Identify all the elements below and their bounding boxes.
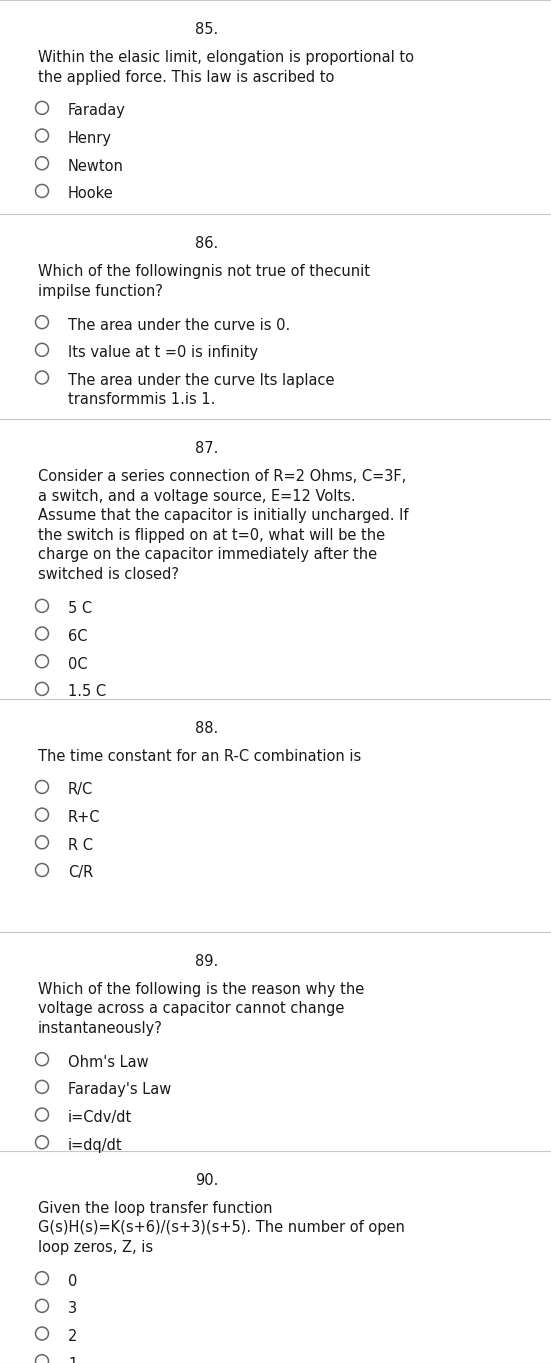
Text: Faraday's Law: Faraday's Law — [68, 1082, 171, 1097]
Text: 86.: 86. — [195, 236, 218, 251]
Text: Newton: Newton — [68, 158, 124, 173]
Text: Its value at t =0 is infinity: Its value at t =0 is infinity — [68, 345, 258, 360]
Text: Hooke: Hooke — [68, 187, 114, 202]
Text: The area under the curve is 0.: The area under the curve is 0. — [68, 318, 290, 333]
Text: 85.: 85. — [195, 22, 218, 37]
Text: Faraday: Faraday — [68, 104, 126, 119]
Text: R/C: R/C — [68, 782, 93, 797]
Text: Consider a series connection of R=2 Ohms, C=3F,
a switch, and a voltage source, : Consider a series connection of R=2 Ohms… — [38, 469, 408, 582]
Text: R C: R C — [68, 838, 93, 853]
Text: The time constant for an R-C combination is: The time constant for an R-C combination… — [38, 748, 361, 763]
Text: 3: 3 — [68, 1302, 77, 1317]
Text: 90.: 90. — [195, 1172, 218, 1187]
Text: 0C: 0C — [68, 657, 88, 672]
Text: Which of the followingnis not true of thecunit
impilse function?: Which of the followingnis not true of th… — [38, 264, 370, 298]
Text: The area under the curve Its laplace
transformmis 1.is 1.: The area under the curve Its laplace tra… — [68, 373, 334, 408]
Text: 0: 0 — [68, 1273, 77, 1288]
Text: 89.: 89. — [195, 954, 218, 969]
Text: R+C: R+C — [68, 810, 100, 825]
Text: 5 C: 5 C — [68, 601, 92, 616]
Text: 1: 1 — [68, 1356, 77, 1363]
Text: i=Cdv/dt: i=Cdv/dt — [68, 1109, 132, 1124]
Text: 2: 2 — [68, 1329, 77, 1344]
Text: Which of the following is the reason why the
voltage across a capacitor cannot c: Which of the following is the reason why… — [38, 981, 364, 1036]
Text: i=dq/dt: i=dq/dt — [68, 1138, 123, 1153]
Text: 87.: 87. — [195, 442, 218, 457]
Text: 6C: 6C — [68, 630, 88, 645]
Text: C/R: C/R — [68, 866, 93, 880]
Text: 88.: 88. — [195, 721, 218, 736]
Text: Henry: Henry — [68, 131, 112, 146]
Text: Ohm's Law: Ohm's Law — [68, 1055, 149, 1070]
Text: Given the loop transfer function
G(s)H(s)=K(s+6)/(s+3)(s+5). The number of open
: Given the loop transfer function G(s)H(s… — [38, 1201, 405, 1255]
Text: 1.5 C: 1.5 C — [68, 684, 106, 699]
Text: Within the elasic limit, elongation is proportional to
the applied force. This l: Within the elasic limit, elongation is p… — [38, 50, 414, 85]
